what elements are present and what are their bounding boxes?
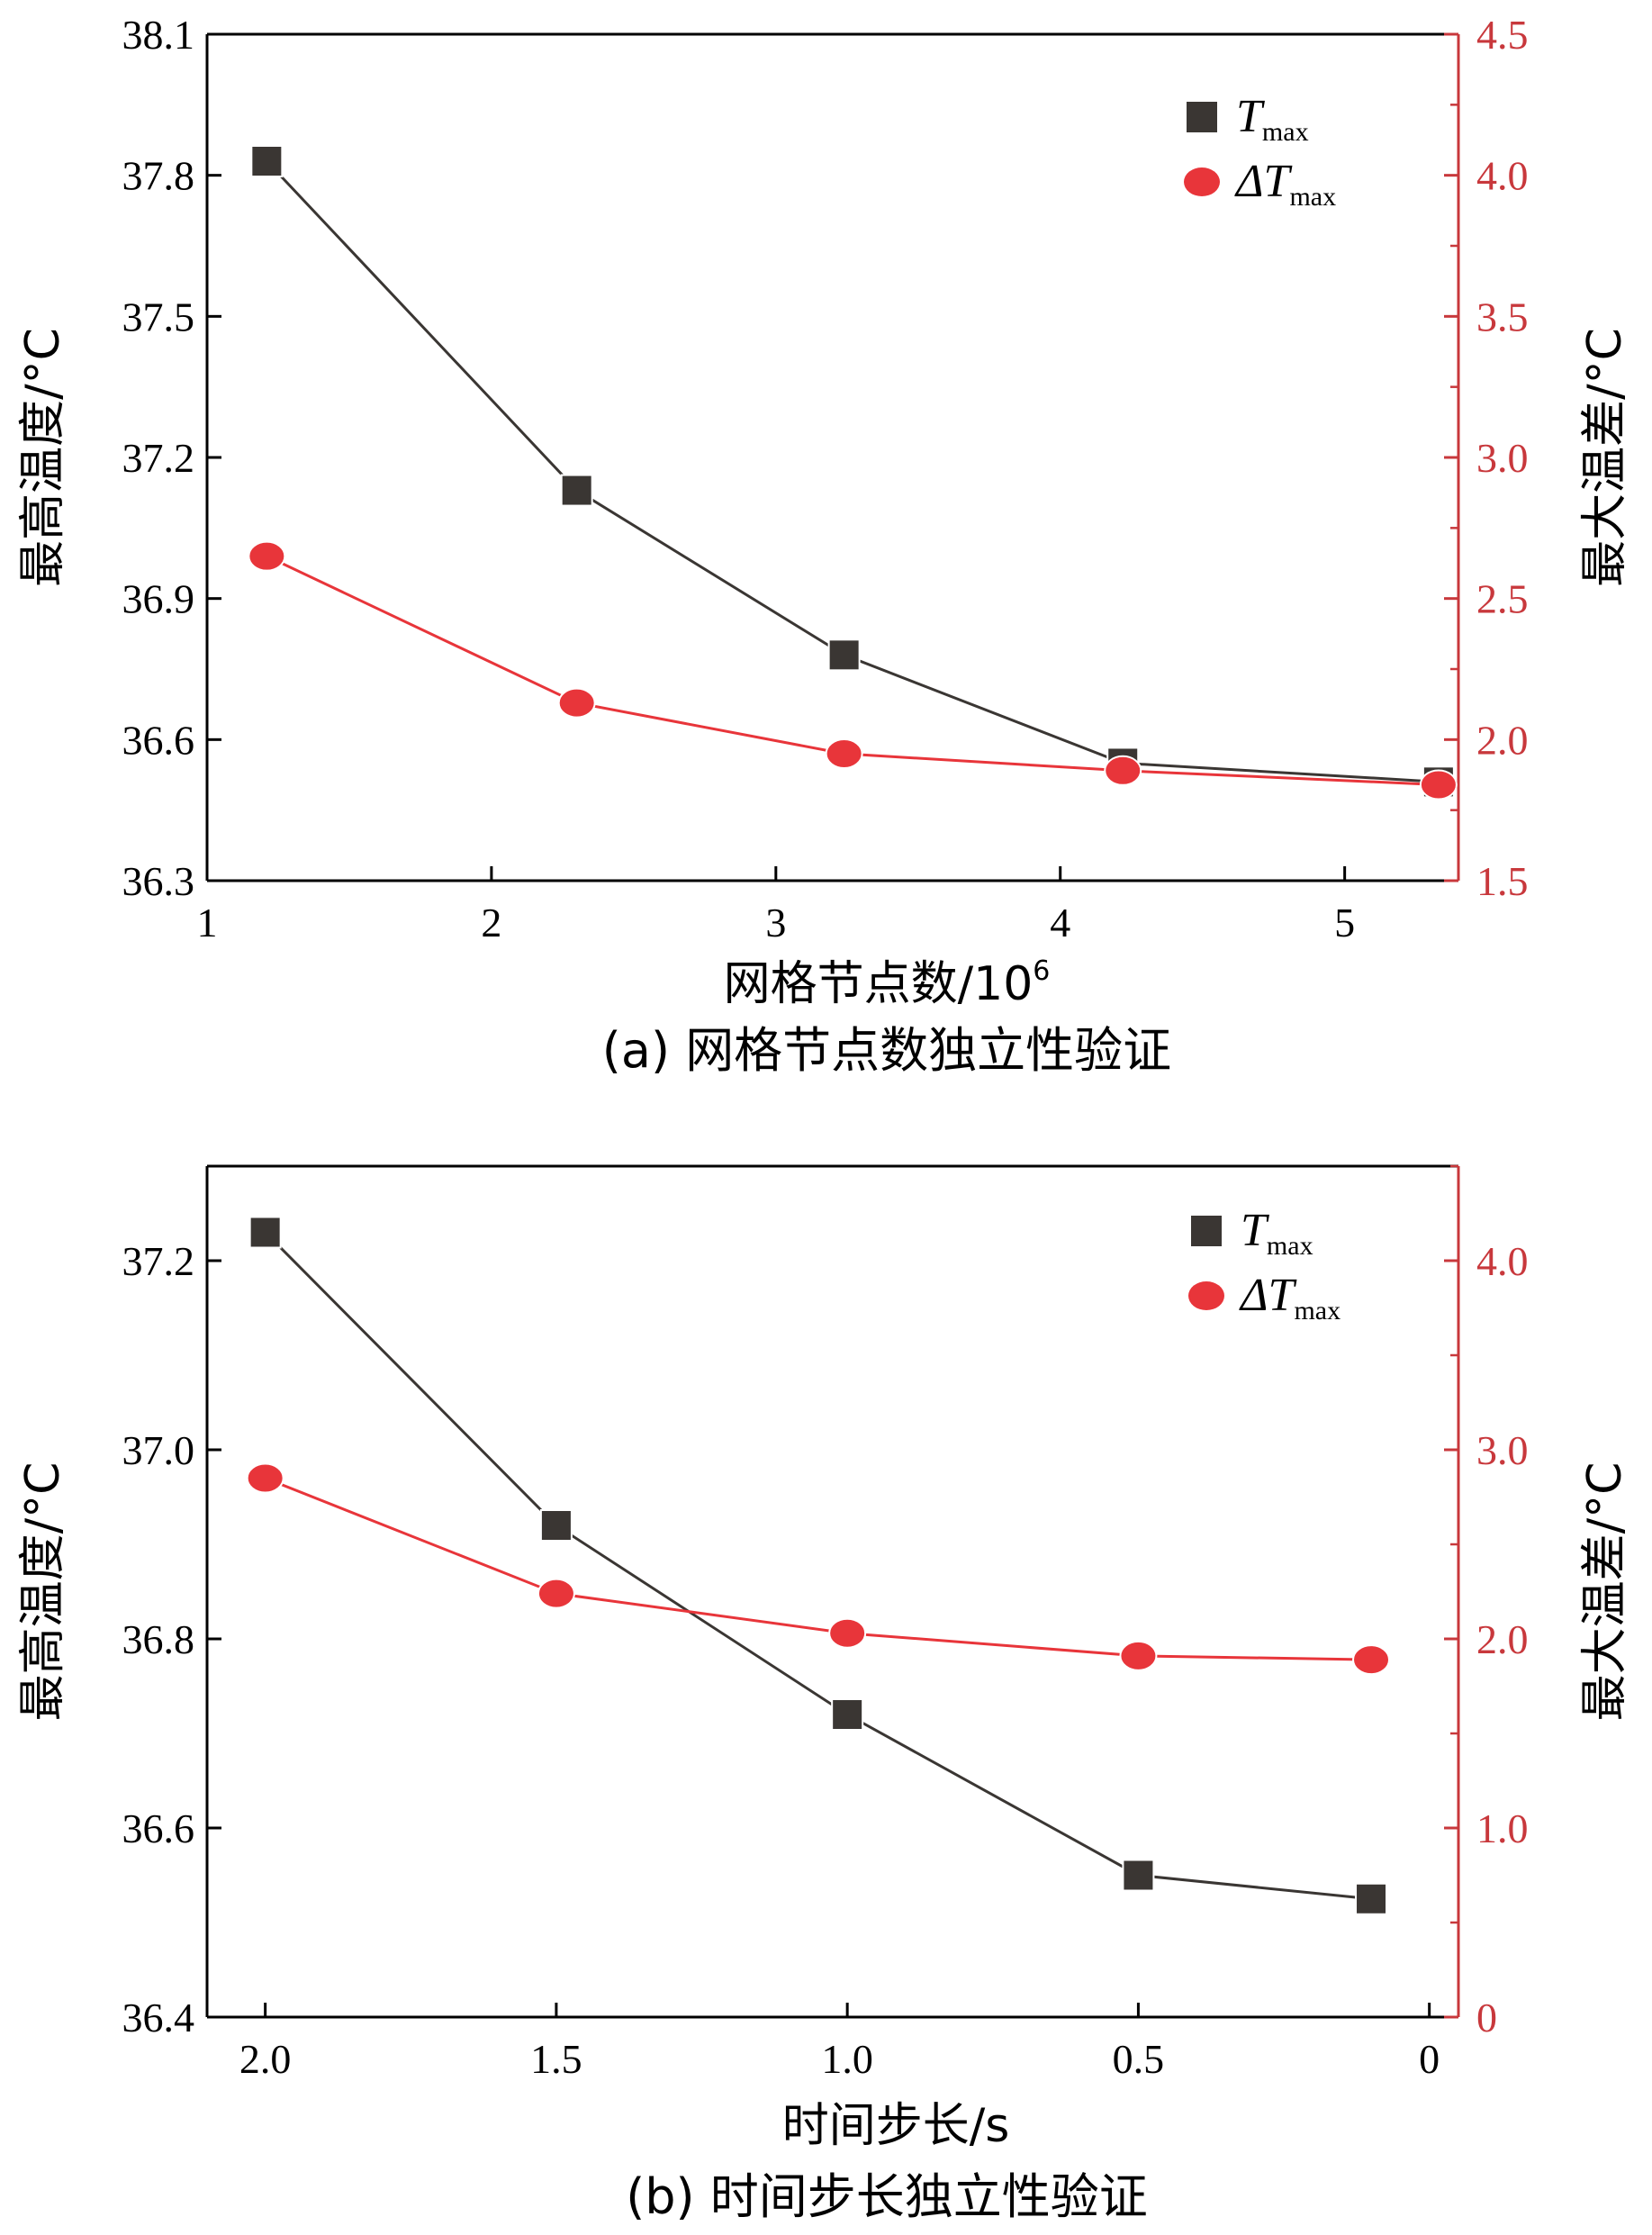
legend-label-subscript: max — [1289, 182, 1336, 212]
series-line-t-max — [266, 159, 1439, 783]
chart-panel-b: 2.0 1.5 1.0 0.5 0 36.4 36.6 36.8 37.0 37.2 0 1.0 2.0… — [16, 1164, 1632, 2225]
data-point-t-max — [250, 145, 284, 177]
y-left-tick-label: 36.6 — [122, 717, 195, 763]
x-tick-label: 2 — [481, 900, 501, 946]
data-point-delta-t-max — [1419, 769, 1458, 801]
y-right-tick-label: 3.0 — [1476, 1427, 1529, 1473]
y-left-tick-label: 36.8 — [122, 1616, 195, 1662]
y-right-tick-label: 3.0 — [1476, 435, 1529, 481]
data-point-t-max — [1122, 1859, 1155, 1892]
x-tick-label: 4 — [1050, 900, 1070, 946]
x-tick-label: 1.0 — [821, 2036, 873, 2082]
panel-caption: (b) 时间步长独立性验证 — [626, 2168, 1148, 2225]
data-point-t-max — [1355, 1882, 1388, 1915]
series-line-t-max — [264, 1231, 1372, 1901]
y-left-tick-label: 36.9 — [122, 576, 195, 622]
y-right-axis-label: 最大温差/°C — [1578, 328, 1632, 587]
x-tick-label: 0.5 — [1113, 2036, 1165, 2082]
y-right-tick-label: 2.0 — [1476, 1616, 1529, 1662]
y-left-tick-label: 36.6 — [122, 1805, 195, 1851]
y-left-tick-label: 36.3 — [122, 858, 195, 904]
x-tick-label: 3 — [765, 900, 786, 946]
data-point-delta-t-max — [1352, 1644, 1391, 1676]
x-tick-label: 1.5 — [530, 2036, 582, 2082]
data-point-t-max — [248, 1216, 282, 1249]
data-point-t-max — [827, 638, 861, 672]
chart-panel-a: 1 2 3 4 5 36.3 36.6 36.9 37.2 37.5 37.8 38.1 1.5 2.0 2… — [16, 12, 1632, 1079]
legend-marker-delta-t-max — [1184, 167, 1220, 196]
legend-label-delta-t-max: ΔTmax — [1239, 1270, 1341, 1326]
y-right-tick-label: 3.5 — [1476, 294, 1529, 339]
y-right-tick-label: 0 — [1476, 1995, 1497, 2040]
series-line-delta-t-max — [265, 1477, 1372, 1661]
data-point-delta-t-max — [557, 687, 596, 719]
legend-label-subscript: max — [1294, 1296, 1341, 1326]
x-axis-label: 时间步长/s — [782, 2099, 1010, 2153]
x-tick-label: 2.0 — [239, 2036, 292, 2082]
legend-marker-t-max — [1191, 1216, 1222, 1246]
legend-marker-delta-t-max — [1188, 1281, 1224, 1310]
legend-label-t-max: Tmax — [1241, 1205, 1313, 1261]
y-right-tick-label: 2.5 — [1476, 576, 1529, 622]
y-right-tick-label: 4.0 — [1476, 1238, 1529, 1284]
y-left-tick-label: 38.1 — [122, 12, 195, 58]
legend-label-delta-t-max: ΔTmax — [1234, 156, 1336, 212]
data-point-delta-t-max — [1104, 755, 1142, 786]
y-left-axis-label: 最高温度/°C — [16, 1462, 70, 1722]
x-tick-label: 1 — [197, 900, 218, 946]
x-axis-label: 网格节点数/106 — [724, 955, 1051, 1011]
legend-marker-t-max — [1187, 102, 1217, 132]
panel-caption: (a) 网格节点数独立性验证 — [602, 1022, 1171, 1079]
y-left-tick-label: 37.2 — [122, 435, 195, 481]
y-right-tick-label: 1.0 — [1476, 1805, 1529, 1851]
x-axis-label-superscript: 6 — [1033, 955, 1050, 987]
y-left-tick-label: 37.8 — [122, 153, 195, 199]
y-left-tick-label: 37.0 — [122, 1427, 195, 1473]
y-right-tick-label: 2.0 — [1476, 717, 1529, 763]
legend: Tmax ΔTmax — [1188, 1205, 1341, 1326]
y-left-axis-label: 最高温度/°C — [16, 328, 70, 587]
y-left-tick-label: 36.4 — [122, 1995, 195, 2040]
legend-label-t-max: Tmax — [1236, 91, 1309, 147]
y-right-tick-label: 1.5 — [1476, 858, 1529, 904]
y-right-tick-label: 4.0 — [1476, 153, 1529, 199]
y-left-tick-label: 37.5 — [122, 294, 195, 339]
data-point-delta-t-max — [825, 738, 863, 769]
data-point-t-max — [560, 474, 593, 507]
legend-label-subscript: max — [1267, 1231, 1313, 1261]
legend: Tmax ΔTmax — [1184, 91, 1336, 212]
x-tick-label: 5 — [1334, 900, 1355, 946]
data-point-delta-t-max — [246, 1462, 284, 1494]
y-right-axis-label: 最大温差/°C — [1578, 1462, 1632, 1722]
data-point-delta-t-max — [828, 1617, 867, 1649]
y-right-tick-label: 4.5 — [1476, 12, 1529, 58]
data-point-t-max — [539, 1509, 573, 1542]
data-point-delta-t-max — [248, 540, 286, 572]
y-left-tick-label: 37.2 — [122, 1238, 195, 1284]
data-point-delta-t-max — [537, 1578, 575, 1609]
data-point-delta-t-max — [1119, 1640, 1158, 1671]
legend-label-subscript: max — [1262, 117, 1309, 147]
x-tick-label: 0 — [1419, 2036, 1440, 2082]
data-point-t-max — [831, 1698, 864, 1731]
